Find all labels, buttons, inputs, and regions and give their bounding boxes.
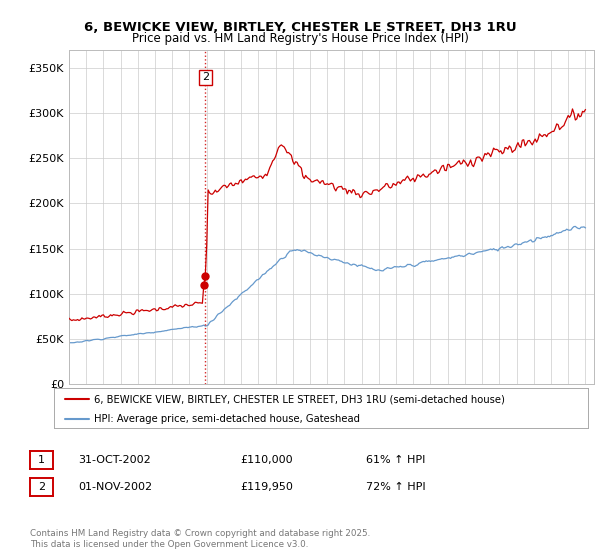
Text: 2: 2	[38, 482, 45, 492]
Text: 2: 2	[202, 72, 209, 82]
Text: £110,000: £110,000	[240, 455, 293, 465]
Text: £119,950: £119,950	[240, 482, 293, 492]
Text: 1: 1	[38, 455, 45, 465]
Text: HPI: Average price, semi-detached house, Gateshead: HPI: Average price, semi-detached house,…	[94, 414, 360, 424]
Text: 6, BEWICKE VIEW, BIRTLEY, CHESTER LE STREET, DH3 1RU: 6, BEWICKE VIEW, BIRTLEY, CHESTER LE STR…	[83, 21, 517, 34]
Text: Price paid vs. HM Land Registry's House Price Index (HPI): Price paid vs. HM Land Registry's House …	[131, 32, 469, 45]
Text: 61% ↑ HPI: 61% ↑ HPI	[366, 455, 425, 465]
Text: Contains HM Land Registry data © Crown copyright and database right 2025.
This d: Contains HM Land Registry data © Crown c…	[30, 529, 370, 549]
Text: 6, BEWICKE VIEW, BIRTLEY, CHESTER LE STREET, DH3 1RU (semi-detached house): 6, BEWICKE VIEW, BIRTLEY, CHESTER LE STR…	[94, 394, 505, 404]
Text: 01-NOV-2002: 01-NOV-2002	[78, 482, 152, 492]
Text: 31-OCT-2002: 31-OCT-2002	[78, 455, 151, 465]
Text: 72% ↑ HPI: 72% ↑ HPI	[366, 482, 425, 492]
